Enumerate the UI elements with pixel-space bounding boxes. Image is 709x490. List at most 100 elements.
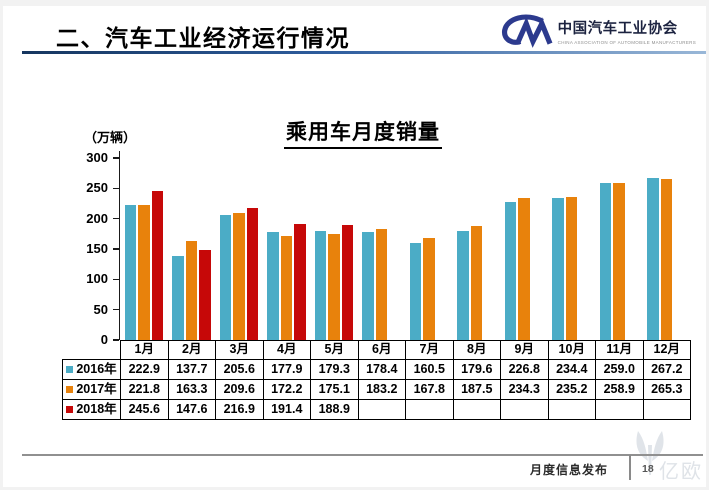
footer-label: 月度信息发布: [530, 463, 609, 477]
bar-group-11月: [595, 158, 643, 340]
y-axis-tick-label: 100: [86, 271, 108, 287]
table-value-cell: 188.9: [310, 399, 359, 420]
2018年-bar: [294, 224, 306, 340]
page-number: 18: [642, 463, 654, 475]
legend-swatch: [66, 386, 74, 393]
y-axis-unit-label: （万辆）: [84, 130, 137, 145]
watermark-text: 亿欧: [659, 461, 703, 483]
table-value-cell: 234.4: [547, 359, 596, 380]
footer-divider-line: [22, 454, 703, 456]
bar-group-6月: [358, 158, 406, 340]
2018年-bar: [151, 191, 163, 340]
table-row-2017年: 2017年 221.8 163.3 209.6 172.2 175.1 183.2 167.8…: [62, 379, 691, 400]
bar-group-4月: [263, 158, 311, 340]
y-axis-tick-label: 0: [100, 332, 108, 347]
y-axis-line: [118, 151, 121, 340]
y-axis-tick-mark: [113, 217, 119, 220]
2016年-bar: [124, 205, 136, 340]
y-axis-tick-label: 300: [86, 150, 108, 165]
2016年-bar: [599, 183, 611, 340]
table-month-header: 11月: [595, 340, 644, 360]
table-value-cell: 147.6: [167, 399, 216, 420]
y-axis-tick-mark: [113, 157, 119, 159]
table-value-cell: 245.6: [120, 399, 169, 420]
screenshot-edge: [706, 0, 709, 490]
2017年-bar: [518, 198, 530, 340]
chart-data-table: 1月 2月 3月 4月 5月 6月 7月 8月 9月 10月 11月 12月 2016年 222.9 137…: [62, 340, 691, 420]
table-month-header: 7月: [405, 340, 454, 360]
2016年-bar: [362, 232, 374, 340]
bar-group-2月: [168, 158, 216, 340]
bar-group-1月: [120, 158, 168, 340]
table-value-cell: [452, 399, 501, 420]
bar-group-9月: [500, 158, 548, 340]
slide-title: 二、汽车工业经济运行情况: [56, 25, 350, 51]
table-value-cell: 222.9: [120, 359, 169, 380]
bar-group-5月: [310, 158, 358, 340]
table-value-cell: 178.4: [357, 359, 406, 380]
2017年-bar: [185, 241, 197, 340]
2017年-bar: [375, 229, 387, 340]
table-value-cell: [405, 399, 454, 420]
2017年-bar: [660, 179, 672, 340]
watermark-logo-icon: [636, 431, 664, 475]
2016年-bar: [504, 202, 516, 340]
2018年-bar: [341, 225, 353, 340]
2018年-bar: [199, 250, 211, 340]
2017年-bar: [280, 236, 292, 340]
bar-group-12月: [643, 158, 691, 340]
y-axis-tick-label: 150: [86, 241, 108, 256]
table-value-cell: 175.1: [310, 379, 359, 400]
bar-group-7月: [405, 158, 453, 340]
logo-name-en: CHINA ASSOCIATION OF AUTOMOBILE MANUFACT…: [557, 40, 696, 45]
y-axis-tick-mark: [113, 308, 119, 311]
table-month-header: 9月: [500, 340, 549, 360]
2016年-bar: [172, 256, 184, 340]
table-month-header: 2月: [167, 340, 216, 360]
y-axis-tick-label: 250: [86, 180, 108, 196]
table-month-header: 4月: [262, 340, 311, 360]
legend-cell: 2018年: [62, 399, 121, 420]
table-value-cell: 205.6: [215, 359, 264, 380]
screenshot-edge: [0, 487, 709, 490]
legend-series-name: 2016年: [76, 361, 117, 376]
table-value-cell: 209.6: [215, 379, 264, 400]
y-axis-tick-mark: [113, 248, 119, 250]
table-row-2016年: 2016年 222.9 137.7 205.6 177.9 179.3 178.4 160.5…: [62, 359, 691, 380]
table-value-cell: 258.9: [595, 379, 644, 400]
screenshot-edge: [0, 0, 709, 6]
table-month-header: 6月: [357, 340, 406, 360]
table-value-cell: 221.8: [120, 379, 169, 400]
2017年-bar: [613, 183, 625, 340]
table-month-header: 1月: [120, 340, 169, 360]
2017年-bar: [565, 197, 577, 340]
table-value-cell: 160.5: [405, 359, 454, 380]
2017年-bar: [423, 238, 435, 340]
table-month-header: 5月: [310, 340, 359, 360]
bar-chart-plot: [120, 158, 690, 340]
table-value-cell: 191.4: [262, 399, 311, 420]
table-value-cell: 179.3: [310, 359, 359, 380]
y-axis-tick-label: 200: [86, 210, 108, 226]
bar-group-3月: [215, 158, 263, 340]
table-value-cell: 226.8: [500, 359, 549, 380]
table-value-cell: 216.9: [215, 399, 264, 420]
2016年-bar: [409, 243, 421, 340]
2018年-bar: [246, 208, 258, 340]
table-value-cell: 234.3: [500, 379, 549, 400]
2017年-bar: [328, 234, 340, 340]
2016年-bar: [314, 231, 326, 340]
table-month-header: 12月: [642, 340, 691, 360]
footer-vertical-divider: [629, 455, 631, 480]
table-value-cell: 265.3: [642, 379, 691, 400]
table-value-cell: [547, 399, 596, 420]
table-value-cell: 172.2: [262, 379, 311, 400]
bar-group-10月: [548, 158, 596, 340]
chart-title: 乘用车月度销量: [284, 116, 442, 149]
y-axis-tick-mark: [113, 278, 119, 281]
table-value-cell: 187.5: [452, 379, 501, 400]
2016年-bar: [219, 215, 231, 340]
y-axis-tick-mark: [113, 339, 119, 341]
legend-swatch: [66, 366, 74, 373]
